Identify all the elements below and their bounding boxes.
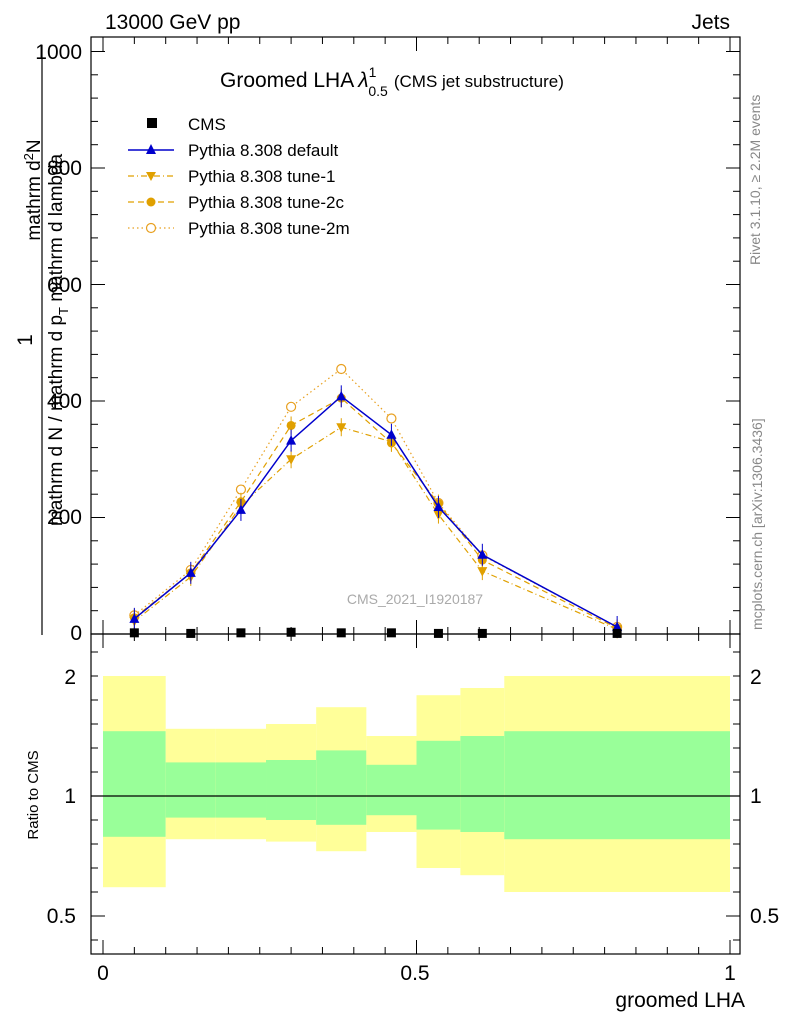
y-label-denominator: mathrm d N / mathrm d pT mathrm d lambda	[46, 153, 71, 526]
point-cms	[129, 628, 139, 638]
ratio-right-tick-1: 1	[750, 785, 762, 808]
x-axis-label: groomed LHA	[615, 989, 745, 1012]
point-pythia-8-308-tune-2m	[235, 484, 247, 495]
series-line-pythia-8-308-tune-2m	[133, 368, 618, 628]
x-tick-label-1: 1	[724, 962, 736, 985]
main-axis-ticks	[91, 37, 740, 635]
y-tick-label-400: 400	[47, 390, 82, 413]
y-label-second-numerator: mathrm d2N	[21, 139, 45, 240]
ratio-stat-band	[316, 750, 367, 825]
main-y-axis-label: 1 mathrm d N / mathrm d pT mathrm d lamb…	[14, 45, 71, 635]
ratio-stat-band	[366, 764, 417, 816]
x-tick-label-0: 0	[97, 962, 109, 985]
point-pythia-8-308-tune-2m	[286, 401, 297, 412]
legend-label-tune2c: Pythia 8.308 tune-2c	[188, 193, 344, 212]
ratio-y-axis-label: Ratio to CMS	[25, 750, 42, 839]
legend-marker-tune2c	[146, 197, 156, 207]
legend-label-tune2m: Pythia 8.308 tune-2m	[188, 219, 350, 238]
legend-label-cms: CMS	[188, 115, 226, 134]
main-series-group	[129, 363, 623, 639]
rivet-version-label: Rivet 3.1.10, ≥ 2.2M events	[747, 95, 763, 265]
legend-label-tune1: Pythia 8.308 tune-1	[188, 167, 335, 186]
ratio-left-tick-0_5: 0.5	[47, 905, 76, 928]
y-tick-label-1000: 1000	[35, 41, 82, 64]
y-label-numerator: 1	[14, 334, 37, 346]
point-cms	[286, 627, 296, 637]
legend-marker-default	[146, 144, 156, 154]
point-pythia-8-308-tune-2m	[336, 363, 347, 375]
legend-marker-cms	[147, 118, 157, 128]
ratio-right-tick-2: 2	[750, 666, 762, 689]
main-y-tick-labels: 0 200 400 600 800 1000	[35, 41, 82, 645]
ratio-bands-group	[103, 676, 730, 892]
ratio-stat-band	[504, 731, 730, 840]
y-label-second-num-line: mathrm d	[24, 160, 45, 240]
y-tick-label-200: 200	[47, 506, 82, 529]
ratio-plot-panel: 2 1 0.5 2 1 0.5 Ratio to CMS	[25, 633, 779, 955]
legend-label-default: Pythia 8.308 default	[188, 141, 339, 160]
header-category-label: Jets	[691, 11, 730, 34]
title-lambda-superscript: 1	[369, 64, 377, 80]
ratio-stat-band	[416, 740, 461, 830]
ratio-left-tick-2: 2	[64, 666, 76, 689]
point-cms	[336, 628, 346, 638]
ratio-axis-ticks	[91, 634, 740, 954]
ratio-stat-band	[460, 736, 505, 832]
ratio-stat-band	[165, 762, 216, 818]
point-cms	[386, 628, 396, 638]
title-lambda-subscript: 0.5	[368, 83, 388, 99]
y-tick-label-800: 800	[47, 157, 82, 180]
mcplots-credit-label: mcplots.cern.ch [arXiv:1306.3436]	[749, 418, 765, 630]
ratio-stat-band	[103, 731, 166, 837]
ratio-stat-band	[215, 762, 267, 818]
header-energy-label: 13000 GeV pp	[105, 11, 240, 34]
main-y-axis-label-second: mathrm d2N	[21, 139, 45, 240]
ratio-stat-band	[266, 760, 317, 820]
ratio-left-tick-1: 1	[64, 785, 76, 808]
legend-marker-tune2m	[145, 222, 157, 234]
legend: CMS Pythia 8.308 default Pythia 8.308 tu…	[128, 115, 350, 238]
ratio-right-tick-0_5: 0.5	[750, 905, 779, 928]
legend-marker-tune1	[146, 172, 156, 181]
x-tick-label-0_5: 0.5	[400, 962, 429, 985]
plot-title: Groomed LHA λ1 0.5 (CMS jet substructure)	[220, 64, 564, 99]
y-label-den-line: mathrm d N / mathrm d p	[46, 315, 67, 526]
series-line-pythia-8-308-tune-2c	[133, 397, 618, 629]
plot-title-main: Groomed LHA	[220, 69, 354, 92]
y-tick-label-0: 0	[70, 622, 82, 645]
plot-title-suffix: (CMS jet substructure)	[394, 72, 564, 91]
analysis-watermark: CMS_2021_I1920187	[347, 591, 483, 607]
y-label-den-tail: mathrm d lambda	[46, 153, 67, 307]
y-label-second-num-tail: N	[24, 139, 45, 153]
main-plot-panel: 0 200 400 600 800 1000 Groomed LHA λ1 0.5(…	[35, 36, 741, 645]
y-label-den-sub: T	[56, 307, 71, 315]
point-pythia-8-308-tune-2m	[386, 413, 397, 424]
y-label-second-num-sup: 2	[21, 153, 36, 160]
point-cms	[236, 628, 246, 638]
y-tick-label-600: 600	[47, 274, 82, 297]
ratio-frame	[90, 633, 741, 955]
